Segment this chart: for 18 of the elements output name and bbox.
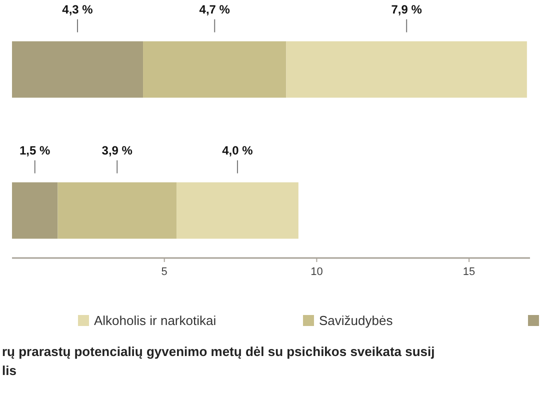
bar [12,41,144,98]
data-label: 4,7 % [199,2,230,16]
bar [58,182,177,239]
data-label: 3,9 % [102,143,133,158]
x-tick-label: 5 [161,266,168,278]
data-label: 4,0 % [222,143,254,158]
text: rų prarastų potencialių gyvenimo metų dėl su psichikos sveikata susij lis [2,344,435,378]
legend-label: Savižudybės [319,313,394,328]
bar [286,41,527,98]
data-label: 7,9 % [391,2,422,16]
x-tick-label: 10 [310,266,323,278]
x-tick-label: 15 [462,266,476,278]
data-label: 4,3 % [62,2,94,16]
legend-label: Alkoholis ir narkotikai [94,313,216,328]
bar [143,41,286,98]
bar [12,182,58,239]
bar [176,182,298,239]
data-label: 1,5 % [20,143,51,158]
